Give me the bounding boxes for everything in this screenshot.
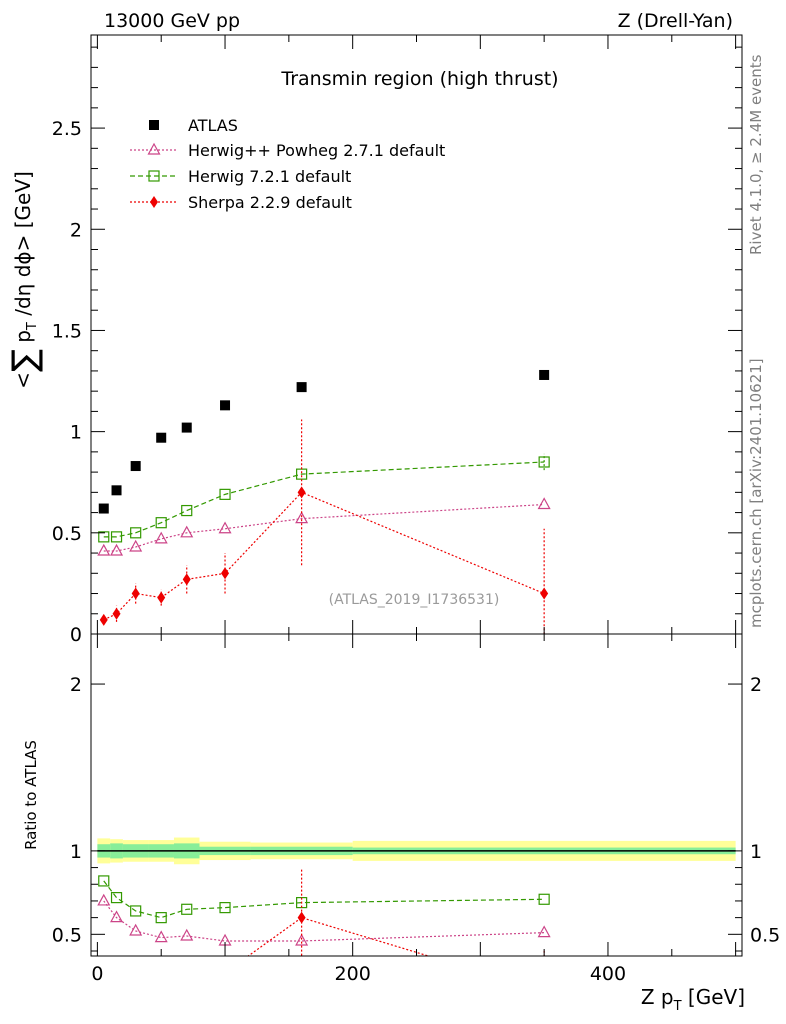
data-point-herwig7 bbox=[130, 905, 142, 917]
ratio-plot-frame bbox=[90, 633, 743, 957]
data-point-atlas bbox=[149, 120, 159, 130]
ratio-series-line bbox=[247, 916, 431, 956]
data-point-sherpa bbox=[297, 486, 306, 499]
data-point-herwig7 bbox=[155, 912, 167, 924]
header-left: 13000 GeV pp bbox=[104, 10, 240, 32]
ratio-y-axis-label: Ratio to ATLAS bbox=[22, 740, 40, 850]
data-point-herwig7 bbox=[110, 531, 123, 543]
data-point-sherpa bbox=[297, 911, 306, 924]
data-point-herwigpp bbox=[537, 497, 551, 510]
data-point-sherpa bbox=[540, 985, 548, 997]
data-point-herwig7 bbox=[219, 902, 231, 914]
data-point-herwigpp bbox=[295, 933, 309, 946]
y-tick-label: 0.5 bbox=[52, 523, 82, 545]
ratio-plot-area bbox=[97, 837, 736, 1005]
data-point-herwigpp bbox=[147, 142, 161, 155]
legend: ATLAS Herwig++ Powheg 2.7.1 default Herwig… bbox=[130, 116, 445, 212]
y-tick-label: 1.5 bbox=[52, 320, 82, 342]
data-point-sherpa bbox=[132, 972, 140, 984]
x-tick-label: 400 bbox=[590, 963, 626, 985]
x-tick-label: 200 bbox=[335, 963, 371, 985]
rivet-version-label: Rivet 4.1.0, ≥ 2.4M events bbox=[747, 54, 765, 255]
data-point-herwig7 bbox=[130, 527, 142, 539]
data-point-herwigpp bbox=[180, 928, 194, 941]
data-point-sherpa bbox=[131, 587, 140, 600]
data-point-sherpa bbox=[540, 587, 549, 600]
ratio-series-line bbox=[103, 900, 545, 942]
y-axis-label-text: <∑ pT /dη dϕ> [GeV] bbox=[5, 171, 45, 389]
y-tick-label: 0 bbox=[70, 624, 82, 646]
data-point-herwigpp bbox=[110, 910, 124, 923]
data-point-herwig7 bbox=[98, 531, 110, 543]
ratio-y-tick-label-right: 1 bbox=[750, 841, 762, 863]
y-axis-label: <∑ pT /dη dϕ> [GeV] bbox=[5, 171, 45, 389]
data-point-atlas bbox=[111, 485, 122, 496]
data-point-herwigpp bbox=[295, 511, 309, 524]
y-tick-label: 2.5 bbox=[52, 118, 82, 140]
data-point-atlas bbox=[156, 432, 167, 443]
data-point-herwigpp bbox=[129, 923, 143, 936]
data-point-herwigpp bbox=[154, 930, 168, 943]
data-point-herwig7 bbox=[148, 170, 160, 182]
data-point-herwigpp bbox=[218, 521, 232, 534]
data-point-herwigpp bbox=[97, 893, 111, 906]
ratio-y-tick-label-right: 0.5 bbox=[750, 924, 780, 946]
main-plot-area bbox=[97, 369, 551, 634]
data-point-sherpa bbox=[183, 968, 191, 980]
legend-label: ATLAS bbox=[188, 116, 238, 135]
data-point-sherpa bbox=[113, 988, 121, 1000]
data-point-sherpa bbox=[157, 591, 166, 604]
data-point-sherpa bbox=[221, 967, 229, 979]
x-tick-label: 0 bbox=[91, 963, 103, 985]
data-point-herwig7 bbox=[110, 892, 123, 904]
data-point-atlas bbox=[296, 382, 307, 393]
data-point-herwig7 bbox=[98, 875, 110, 887]
data-point-atlas bbox=[220, 400, 231, 411]
data-point-herwig7 bbox=[181, 903, 193, 915]
ratio-y-tick-label-right: 2 bbox=[750, 674, 762, 696]
data-point-herwig7 bbox=[538, 456, 550, 468]
ratio-y-tick-label: 0.5 bbox=[52, 924, 82, 946]
x-axis-label: Z pT [GeV] bbox=[641, 985, 745, 1014]
data-point-sherpa bbox=[221, 567, 230, 580]
data-point-herwig7 bbox=[538, 893, 550, 905]
data-point-herwig7 bbox=[219, 488, 231, 500]
data-point-sherpa bbox=[182, 573, 191, 586]
data-point-herwigpp bbox=[537, 925, 551, 938]
data-point-atlas bbox=[539, 369, 550, 380]
y-tick-label: 2 bbox=[70, 219, 82, 241]
series-line bbox=[103, 461, 545, 538]
series-line bbox=[103, 503, 545, 552]
mcplots-label: mcplots.cern.ch [arXiv:2401.10621] bbox=[747, 358, 765, 628]
ratio-y-tick-label: 1 bbox=[70, 841, 82, 863]
plot-title: Transmin region (high thrust) bbox=[280, 68, 558, 90]
legend-label: Herwig++ Powheg 2.7.1 default bbox=[188, 141, 445, 160]
data-point-atlas bbox=[130, 461, 141, 472]
ratio-series-line bbox=[103, 880, 545, 919]
data-point-sherpa bbox=[157, 980, 165, 992]
data-point-herwigpp bbox=[110, 543, 124, 556]
data-point-herwigpp bbox=[129, 539, 143, 552]
data-point-herwig7 bbox=[181, 504, 193, 517]
data-point-atlas bbox=[181, 422, 192, 433]
data-point-sherpa bbox=[99, 613, 108, 626]
analysis-watermark: (ATLAS_2019_I1736531) bbox=[329, 592, 500, 608]
data-point-sherpa bbox=[112, 607, 121, 620]
data-point-sherpa bbox=[100, 993, 108, 1005]
legend-label: Herwig 7.2.1 default bbox=[188, 167, 351, 186]
y-tick-label: 1 bbox=[70, 422, 82, 444]
data-point-herwigpp bbox=[97, 543, 111, 556]
legend-label: Sherpa 2.2.9 default bbox=[188, 193, 352, 212]
data-point-sherpa bbox=[150, 196, 158, 208]
ratio-y-tick-label: 2 bbox=[70, 674, 82, 696]
data-point-herwigpp bbox=[180, 525, 194, 538]
data-point-herwigpp bbox=[154, 531, 168, 544]
data-point-herwig7 bbox=[155, 517, 167, 529]
data-point-atlas bbox=[98, 503, 109, 514]
header-right: Z (Drell-Yan) bbox=[618, 10, 733, 32]
